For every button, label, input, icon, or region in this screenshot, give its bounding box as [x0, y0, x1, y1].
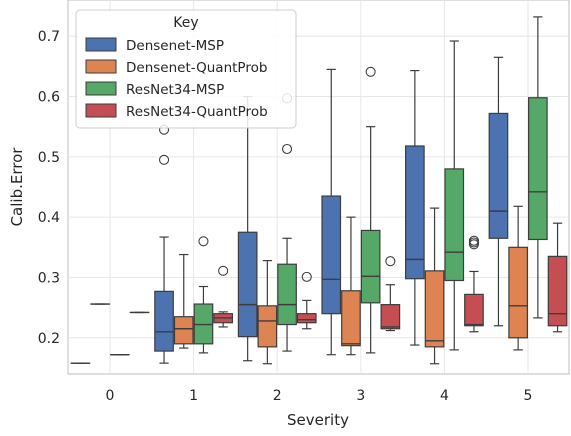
legend-title: Key — [173, 15, 198, 31]
box-body — [425, 271, 444, 347]
box-body — [278, 264, 297, 324]
box-body — [465, 294, 484, 325]
legend-entry: ResNet34-QuantProb — [126, 104, 268, 120]
box-body — [258, 306, 277, 347]
legend-swatch — [86, 104, 116, 117]
legend-entry: ResNet34-MSP — [126, 82, 224, 98]
y-tick-label: 0.7 — [38, 29, 60, 45]
y-tick-label: 0.4 — [38, 210, 60, 226]
box-body — [548, 256, 567, 325]
x-tick-label: 1 — [189, 388, 198, 404]
y-axis-label: Calib.Error — [8, 147, 26, 227]
box-body — [342, 291, 361, 346]
x-tick-label: 4 — [440, 388, 449, 404]
box-body — [445, 169, 464, 281]
y-tick-label: 0.3 — [38, 270, 60, 286]
x-tick-label: 0 — [106, 388, 115, 404]
box-body — [238, 232, 257, 336]
x-tick-label: 5 — [524, 388, 533, 404]
box-body — [361, 230, 380, 302]
box-body — [509, 247, 528, 337]
y-tick-label: 0.6 — [38, 90, 60, 106]
box-body — [155, 291, 174, 351]
legend-entry: Densenet-MSP — [126, 38, 224, 54]
box-body — [298, 314, 317, 323]
box-body — [322, 196, 341, 314]
legend-swatch — [86, 38, 116, 51]
y-tick-label: 0.5 — [38, 150, 60, 166]
box-body — [489, 113, 508, 238]
x-tick-label: 3 — [356, 388, 365, 404]
box-body — [381, 305, 400, 329]
box-body — [175, 317, 194, 344]
legend: Key Densenet-MSP Densenet-QuantProb ResNet… — [76, 10, 296, 128]
legend-entry: Densenet-QuantProb — [126, 60, 267, 76]
x-axis-label: Severity — [287, 411, 349, 429]
y-tick-label: 0.2 — [38, 331, 60, 347]
legend-swatch — [86, 60, 116, 73]
box-body — [529, 98, 548, 240]
legend-swatch — [86, 82, 116, 95]
x-tick-label: 2 — [273, 388, 282, 404]
